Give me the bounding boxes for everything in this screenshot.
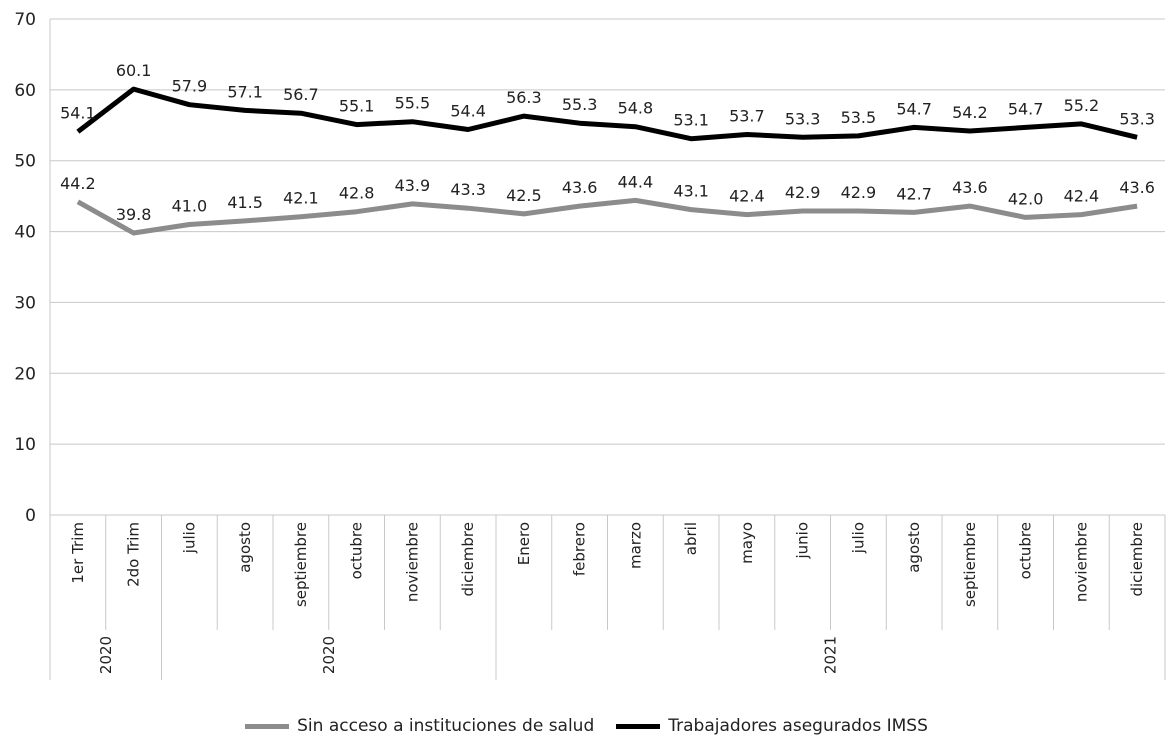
data-label: 57.1 <box>227 82 263 101</box>
category-label: septiembre <box>961 522 979 607</box>
year-label: 2020 <box>97 636 115 674</box>
data-label: 56.3 <box>506 88 542 107</box>
data-label: 43.1 <box>673 182 709 201</box>
data-label: 42.4 <box>729 187 765 206</box>
data-label: 42.5 <box>506 186 542 205</box>
category-label: 2do Trim <box>125 522 143 587</box>
legend-item-sin-acceso: Sin acceso a instituciones de salud <box>245 716 594 736</box>
data-label: 53.7 <box>729 106 765 125</box>
legend: Sin acceso a instituciones de salud Trab… <box>0 716 1173 736</box>
category-label: julio <box>180 522 198 554</box>
data-label: 42.7 <box>896 184 932 203</box>
year-label: 2021 <box>822 636 840 674</box>
y-tick-label: 70 <box>14 10 36 30</box>
category-label: julio <box>849 522 867 554</box>
category-label: agosto <box>236 522 254 573</box>
category-label: noviembre <box>403 522 421 602</box>
series-lines <box>76 86 1138 236</box>
y-tick-label: 20 <box>14 364 36 384</box>
y-axis-ticks: 0 10 20 30 40 50 60 70 <box>14 10 36 526</box>
category-label: octubre <box>348 522 366 579</box>
category-label: 1er Trim <box>69 522 87 584</box>
category-label: febrero <box>571 522 589 576</box>
year-label: 2020 <box>320 636 338 674</box>
legend-label-imss: Trabajadores asegurados IMSS <box>668 716 928 736</box>
grid-lines <box>49 18 1165 516</box>
data-label: 43.3 <box>450 180 486 199</box>
data-label: 42.9 <box>785 183 821 202</box>
data-label: 54.8 <box>618 99 654 118</box>
data-label: 44.2 <box>60 174 96 193</box>
category-label: abril <box>682 522 700 555</box>
category-label: octubre <box>1017 522 1035 579</box>
data-label: 55.5 <box>395 94 431 113</box>
data-label: 54.2 <box>952 103 988 122</box>
data-label: 56.7 <box>283 85 319 104</box>
data-label: 54.7 <box>896 99 932 118</box>
data-labels: 44.2 39.8 41.0 41.5 42.1 42.8 43.9 43.3 42.5 43.6… <box>60 61 1155 224</box>
data-label: 53.1 <box>673 111 709 130</box>
data-label: 39.8 <box>116 205 152 224</box>
category-label: agosto <box>905 522 923 573</box>
legend-item-imss: Trabajadores asegurados IMSS <box>616 716 928 736</box>
legend-swatch-sin-acceso <box>245 723 290 729</box>
data-label: 55.3 <box>562 95 598 114</box>
data-label: 57.9 <box>172 77 208 96</box>
data-label: 44.4 <box>618 172 654 191</box>
y-tick-label: 60 <box>14 81 36 101</box>
data-label: 43.6 <box>952 178 988 197</box>
legend-label-sin-acceso: Sin acceso a instituciones de salud <box>297 716 595 736</box>
y-tick-label: 50 <box>14 152 36 172</box>
category-label: marzo <box>626 522 644 569</box>
data-label: 53.3 <box>1119 109 1155 128</box>
data-label: 43.6 <box>562 178 598 197</box>
category-label: septiembre <box>292 522 310 607</box>
data-label: 41.5 <box>227 193 263 212</box>
category-label: mayo <box>738 522 756 564</box>
data-label: 55.1 <box>339 97 375 116</box>
data-label: 54.1 <box>60 104 96 123</box>
data-label: 53.3 <box>785 109 821 128</box>
legend-swatch-imss <box>616 723 661 729</box>
y-tick-label: 30 <box>14 293 36 313</box>
data-label: 43.9 <box>395 176 431 195</box>
data-label: 42.0 <box>1008 189 1044 208</box>
data-label: 54.4 <box>450 102 486 121</box>
data-label: 53.5 <box>841 108 877 127</box>
y-tick-label: 10 <box>14 435 36 455</box>
y-tick-label: 40 <box>14 223 36 243</box>
series-line-sin-acceso <box>76 197 1138 236</box>
y-tick-label: 0 <box>25 506 36 526</box>
category-label: diciembre <box>1128 522 1146 597</box>
data-label: 41.0 <box>172 196 208 215</box>
data-label: 42.1 <box>283 189 319 208</box>
data-label: 42.9 <box>841 183 877 202</box>
category-label: noviembre <box>1072 522 1090 602</box>
series-line-imss <box>76 86 1138 142</box>
data-label: 55.2 <box>1064 96 1100 115</box>
data-label: 60.1 <box>116 61 152 80</box>
data-label: 54.7 <box>1008 99 1044 118</box>
category-label: Enero <box>515 522 533 565</box>
data-label: 42.4 <box>1064 187 1100 206</box>
category-label: junio <box>794 522 812 560</box>
data-label: 43.6 <box>1119 178 1155 197</box>
data-label: 42.8 <box>339 184 375 203</box>
category-label: diciembre <box>459 522 477 597</box>
x-axis: 2020 2020 2021 1er Trim 2do Trim julio agosto s… <box>49 515 1166 680</box>
